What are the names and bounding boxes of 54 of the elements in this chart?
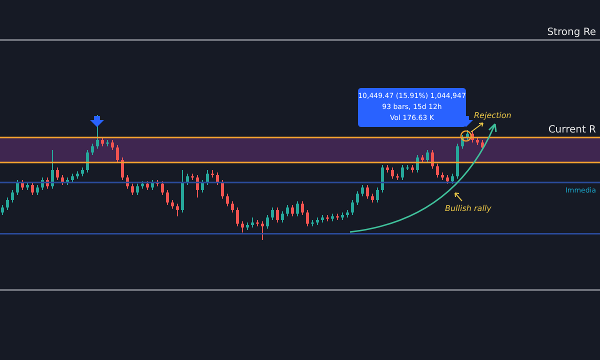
candlestick [56,167,59,180]
candlestick [306,210,309,227]
candlestick [391,167,394,180]
candlestick [11,190,14,203]
candlestick [226,193,229,207]
candlestick [271,207,274,220]
candlestick [401,164,404,180]
ref-line-label: Strong Re [547,27,596,38]
candlestick [301,200,304,216]
candlestick [361,184,364,197]
candlestick [31,182,34,196]
candlestick [91,143,94,156]
candlestick [161,180,164,196]
candlestick [286,204,289,217]
candlestick [51,150,54,190]
candlestick [136,183,139,196]
candlestick [16,180,19,196]
candlestick [291,204,294,217]
candlestick [281,210,284,223]
candlestick [176,203,179,217]
candlestick [431,150,434,170]
candlestick [36,184,39,196]
candlestick [96,114,99,150]
candlestick [111,140,114,150]
candlestick [166,190,169,206]
candlestick [206,170,209,186]
candlestick [261,220,264,240]
candlestick [216,172,219,186]
candlestick [1,204,4,216]
candlestick [6,197,9,210]
candlestick [221,180,224,200]
annotation: Rejection [474,111,512,120]
candlestick [296,200,299,217]
candlestick [376,187,379,203]
candlestick [436,163,439,178]
candlestick [266,214,269,230]
candlestick [236,207,239,227]
candlestick [276,207,279,223]
candlestick [241,220,244,233]
candlestick [251,217,254,228]
candlestick [426,150,429,163]
candlestick [61,174,64,186]
candlestick [121,157,124,180]
annotation: Bullish rally [445,204,492,213]
candlestick [231,200,234,213]
candlestick [131,183,134,196]
candlestick [356,190,359,206]
candlestick [116,144,119,163]
candlestick [366,184,369,200]
candlestick [351,200,354,216]
candlestick [86,150,89,173]
candlestick [381,164,384,193]
candlestick [451,173,454,184]
band-label: Current R [548,124,596,136]
